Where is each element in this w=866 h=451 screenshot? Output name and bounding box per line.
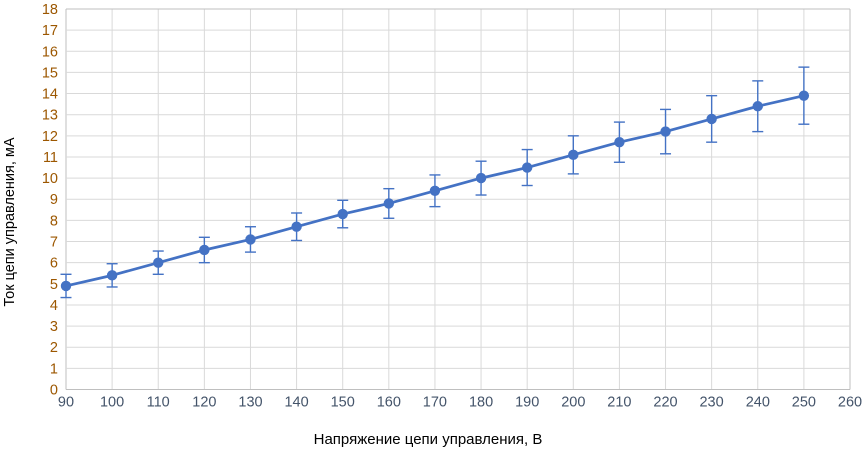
- svg-text:17: 17: [42, 23, 58, 39]
- svg-text:120: 120: [192, 395, 216, 411]
- svg-text:170: 170: [423, 395, 447, 411]
- svg-text:140: 140: [284, 395, 308, 411]
- svg-text:0: 0: [50, 383, 58, 399]
- svg-text:16: 16: [42, 44, 58, 60]
- svg-text:9: 9: [50, 192, 58, 208]
- svg-text:230: 230: [699, 395, 723, 411]
- svg-text:250: 250: [792, 395, 816, 411]
- svg-text:5: 5: [50, 277, 58, 293]
- svg-text:180: 180: [469, 395, 493, 411]
- svg-text:130: 130: [238, 395, 262, 411]
- svg-text:2: 2: [50, 340, 58, 356]
- svg-text:6: 6: [50, 256, 58, 272]
- svg-text:4: 4: [50, 298, 58, 314]
- svg-text:13: 13: [42, 108, 58, 124]
- svg-text:200: 200: [561, 395, 585, 411]
- svg-text:7: 7: [50, 235, 58, 251]
- svg-text:100: 100: [100, 395, 124, 411]
- svg-text:12: 12: [42, 129, 58, 145]
- svg-text:160: 160: [377, 395, 401, 411]
- svg-text:190: 190: [515, 395, 539, 411]
- svg-text:260: 260: [838, 395, 862, 411]
- svg-text:8: 8: [50, 213, 58, 229]
- svg-text:220: 220: [653, 395, 677, 411]
- svg-text:210: 210: [607, 395, 631, 411]
- svg-text:240: 240: [746, 395, 770, 411]
- svg-text:150: 150: [331, 395, 355, 411]
- svg-text:90: 90: [58, 395, 74, 411]
- svg-text:14: 14: [42, 87, 58, 103]
- svg-text:18: 18: [42, 2, 58, 18]
- svg-text:3: 3: [50, 319, 58, 335]
- svg-text:10: 10: [42, 171, 58, 187]
- svg-text:110: 110: [147, 395, 170, 411]
- svg-text:1: 1: [50, 361, 58, 377]
- svg-text:15: 15: [42, 65, 58, 81]
- svg-text:11: 11: [43, 150, 58, 166]
